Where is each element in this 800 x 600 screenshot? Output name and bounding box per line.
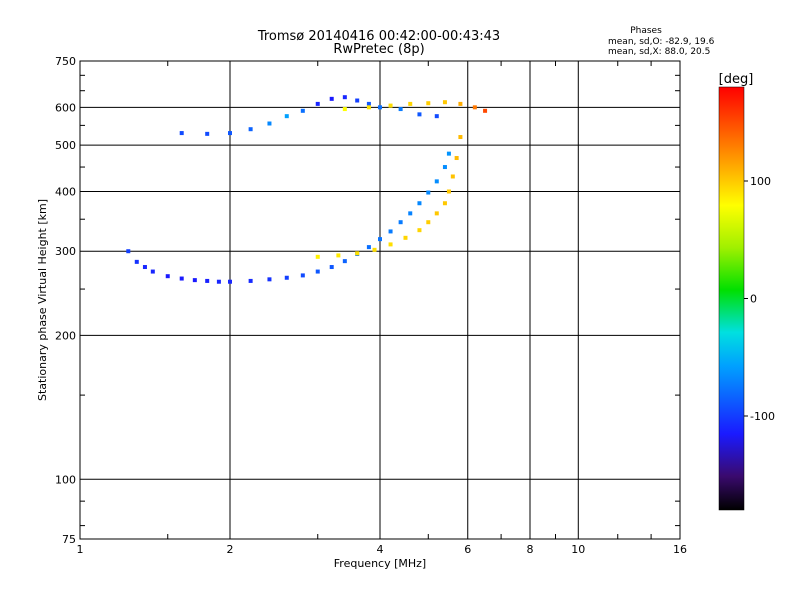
data-point — [284, 114, 289, 119]
y-tick-label: 400 — [55, 185, 76, 198]
data-point — [426, 101, 431, 106]
y-tick-label: 75 — [62, 533, 76, 546]
data-point — [205, 278, 210, 283]
data-point — [398, 220, 403, 225]
axis-ticks: 1 2 4 6 8 10 16 75 100 200 300 400 500 600 750 — [55, 55, 687, 556]
data-point — [342, 107, 347, 112]
data-point — [355, 98, 360, 103]
data-point — [329, 96, 334, 101]
data-point — [378, 237, 382, 242]
data-point — [434, 114, 439, 119]
data-point — [267, 121, 272, 126]
data-point — [442, 100, 447, 105]
x-tick-label: 16 — [673, 543, 687, 556]
x-tick-label: 10 — [571, 543, 585, 556]
data-point — [388, 103, 393, 108]
chart-subtitle: RwPretec (8p) — [333, 42, 424, 57]
data-point — [403, 235, 408, 240]
x-tick-label: 1 — [77, 543, 84, 556]
chart-title: Tromsø 20140416 00:42:00-00:43:43 — [257, 29, 500, 44]
x-tick-label: 8 — [527, 543, 534, 556]
data-point — [329, 265, 334, 270]
data-point — [192, 278, 197, 283]
x-tick-label: 4 — [377, 543, 384, 556]
phases-o-stats: mean, sd,O: -82.9, 19.6 — [608, 37, 715, 47]
colorbar — [718, 86, 745, 511]
data-point — [267, 277, 272, 282]
data-point — [388, 229, 393, 234]
data-point — [248, 127, 253, 132]
data-point — [179, 131, 184, 136]
data-point — [300, 273, 305, 278]
data-point — [165, 274, 170, 279]
data-point — [228, 131, 232, 136]
colorbar-tick-label: -100 — [750, 410, 775, 423]
data-point — [126, 249, 131, 254]
data-point — [417, 228, 422, 233]
x-tick-label: 2 — [227, 543, 234, 556]
colorbar-ticks: 100 0 -100 — [744, 175, 775, 423]
data-point — [426, 220, 431, 225]
data-point — [366, 101, 371, 106]
y-tick-label: 750 — [55, 55, 76, 68]
data-point — [472, 105, 477, 110]
colorbar-label: [deg] — [719, 72, 754, 87]
data-point — [372, 247, 377, 252]
data-point — [417, 201, 422, 206]
data-point — [408, 101, 413, 106]
y-tick-label: 600 — [55, 101, 76, 114]
data-point — [446, 151, 451, 156]
data-point — [366, 245, 371, 250]
data-point — [450, 174, 455, 179]
data-point — [142, 265, 147, 270]
data-point — [179, 276, 184, 281]
data-point — [366, 105, 371, 110]
data-point — [417, 112, 422, 117]
y-tick-label: 500 — [55, 139, 76, 152]
data-point — [228, 279, 232, 284]
data-point — [388, 242, 393, 247]
data-point — [398, 107, 403, 112]
data-point — [300, 108, 305, 113]
data-point — [442, 201, 447, 206]
data-point — [248, 278, 253, 283]
x-tick-label: 6 — [464, 543, 471, 556]
data-point — [342, 95, 347, 100]
data-point — [284, 275, 289, 280]
data-point — [458, 135, 463, 140]
data-point — [336, 253, 341, 258]
data-point — [342, 259, 347, 264]
data-point — [442, 165, 447, 170]
y-tick-label: 100 — [55, 473, 76, 486]
data-point — [205, 131, 210, 136]
colorbar-tick-label: 0 — [750, 293, 757, 306]
phases-heading: Phases — [630, 26, 662, 36]
data-point — [315, 254, 320, 259]
phases-x-stats: mean, sd,X: 88.0, 20.5 — [608, 47, 710, 57]
data-point — [426, 190, 431, 195]
colorbar-tick-label: 100 — [750, 175, 771, 188]
data-point — [315, 101, 320, 106]
data-point — [446, 189, 451, 194]
y-tick-label: 200 — [55, 329, 76, 342]
data-points — [126, 95, 488, 284]
x-axis-label: Frequency [MHz] — [334, 557, 426, 570]
data-point — [355, 251, 360, 256]
y-tick-label: 300 — [55, 245, 76, 258]
data-point — [483, 108, 488, 113]
y-axis-label: Stationary phase Virtual Height [km] — [36, 199, 49, 401]
data-point — [434, 179, 439, 184]
data-point — [434, 211, 439, 216]
data-point — [315, 269, 320, 274]
data-point — [134, 259, 139, 264]
data-point — [378, 105, 382, 110]
data-point — [216, 279, 221, 284]
data-point — [150, 269, 155, 274]
data-point — [458, 101, 463, 106]
data-point — [454, 156, 459, 161]
data-point — [408, 211, 413, 216]
